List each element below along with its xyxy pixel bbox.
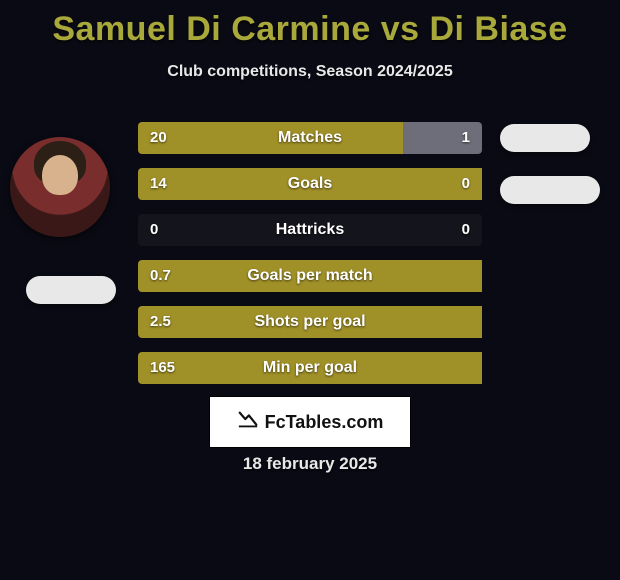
stat-label: Matches xyxy=(138,122,482,154)
page-title: Samuel Di Carmine vs Di Biase xyxy=(0,0,620,49)
stat-row: Min per goal165 xyxy=(138,352,482,384)
stat-value-right: 1 xyxy=(462,122,470,154)
brand-badge[interactable]: FcTables.com xyxy=(209,396,411,448)
page-subtitle: Club competitions, Season 2024/2025 xyxy=(0,63,620,81)
stat-label: Hattricks xyxy=(138,214,482,246)
stat-value-right: 0 xyxy=(462,168,470,200)
stat-label: Goals per match xyxy=(138,260,482,292)
stat-row: Goals14 0 xyxy=(138,168,482,200)
stat-value-left: 20 xyxy=(150,122,167,154)
brand-text: FcTables.com xyxy=(265,412,384,433)
stat-label: Min per goal xyxy=(138,352,482,384)
date-label: 18 february 2025 xyxy=(0,454,620,474)
stat-label: Goals xyxy=(138,168,482,200)
player-right-name-pill-1 xyxy=(500,124,590,152)
stat-value-left: 0 xyxy=(150,214,158,246)
stat-value-left: 165 xyxy=(150,352,175,384)
stat-row: Goals per match0.7 xyxy=(138,260,482,292)
stat-value-left: 2.5 xyxy=(150,306,171,338)
stat-row: Hattricks0 0 xyxy=(138,214,482,246)
player-left-avatar xyxy=(10,137,110,237)
stat-row: Matches20 1 xyxy=(138,122,482,154)
stat-row: Shots per goal2.5 xyxy=(138,306,482,338)
player-right-name-pill-2 xyxy=(500,176,600,204)
comparison-rows: Matches201Goals140Hattricks00Goals per m… xyxy=(138,122,482,398)
stat-value-right: 0 xyxy=(462,214,470,246)
player-left-name-pill xyxy=(26,276,116,304)
stat-label: Shots per goal xyxy=(138,306,482,338)
chart-icon xyxy=(237,409,259,436)
stat-value-left: 14 xyxy=(150,168,167,200)
stat-value-left: 0.7 xyxy=(150,260,171,292)
